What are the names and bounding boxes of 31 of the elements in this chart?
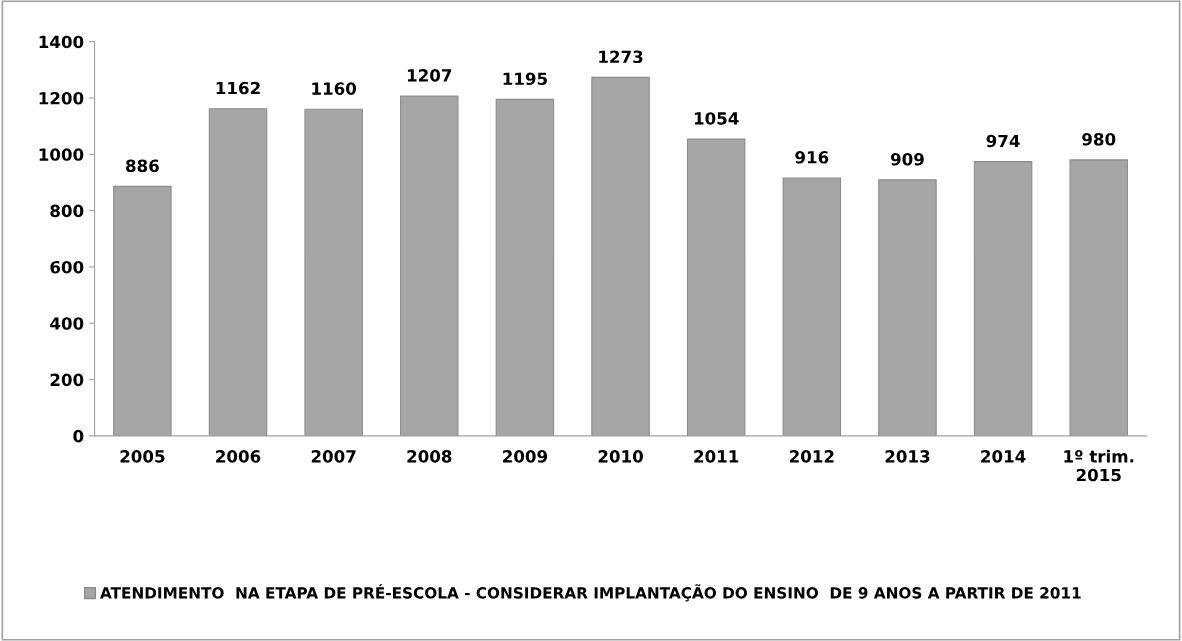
x-tick-label: 2012 [789, 450, 834, 463]
y-tick-label: 0 [73, 429, 84, 443]
y-tick-label: 1200 [39, 91, 84, 105]
x-tick-label: 2006 [216, 450, 261, 463]
x-tick-label: 2005 [120, 450, 165, 463]
x-tick-label: 2010 [598, 450, 643, 463]
data-label: 886 [126, 159, 159, 173]
y-tick-label: 1000 [39, 148, 84, 161]
data-label: 1273 [599, 50, 643, 64]
y-tick-label: 400 [50, 317, 84, 330]
y-tick-label: 1400 [39, 35, 84, 49]
data-label: 1054 [694, 112, 739, 125]
y-tick-label: 200 [50, 373, 84, 387]
x-tick-label: 1º trim. 2015 [1064, 449, 1134, 482]
data-label: 1195 [503, 72, 547, 86]
data-label: 1162 [216, 81, 260, 95]
x-tick-label: 2008 [407, 450, 452, 463]
data-label: 909 [890, 152, 924, 166]
x-tick-label: 2009 [503, 450, 548, 463]
x-tick-label: 2011 [694, 450, 739, 463]
data-label: 916 [795, 151, 829, 164]
data-label: 974 [986, 134, 1020, 148]
data-label: 980 [1082, 132, 1116, 146]
data-label: 1207 [407, 69, 452, 82]
x-tick-label: 2014 [981, 450, 1026, 463]
legend-label: ATENDIMENTO NA ETAPA DE PRÉ-ESCOLA - CONSIDERAR IMPLANTAÇÃO DO ENSINO DE 9 ANOS A PARTIR DE 2011 [100, 584, 1081, 602]
x-tick-label: 2007 [311, 450, 356, 463]
x-tick-label: 2013 [885, 450, 930, 463]
y-tick-label: 800 [50, 204, 84, 218]
y-tick-label: 600 [50, 260, 84, 274]
data-label: 1160 [312, 82, 357, 95]
